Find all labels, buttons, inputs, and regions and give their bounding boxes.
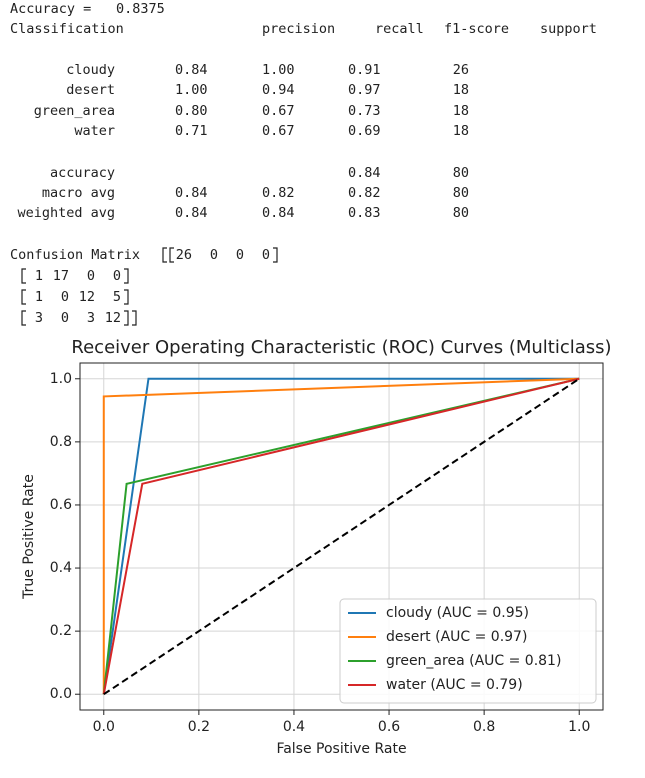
- report-cell: 0.80: [175, 103, 208, 119]
- accuracy-label: Accuracy =: [10, 1, 91, 17]
- confusion-cell: 17: [53, 268, 69, 284]
- bracket: [124, 310, 129, 326]
- legend-label: water (AUC = 0.79): [386, 677, 523, 693]
- x-tick-label: 0.4: [283, 719, 305, 735]
- report-cell: 0.97: [348, 82, 381, 98]
- report-row-label: macro avg: [42, 185, 115, 201]
- confusion-label: Confusion Matrix: [10, 247, 140, 263]
- report-cell: 0.84: [175, 205, 208, 221]
- report-cell: 0.82: [262, 185, 295, 201]
- bracket: [21, 310, 26, 326]
- report-column-header: f1-score: [444, 21, 509, 37]
- report-cell: 0.71: [175, 123, 208, 139]
- report-cell: 1.00: [175, 82, 208, 98]
- report-cell: 0.84: [348, 165, 381, 181]
- y-axis-label: True Positive Rate: [21, 474, 37, 600]
- roc-curve: [102, 377, 580, 695]
- confusion-cell: 1: [35, 268, 43, 284]
- report-cell: 0.94: [262, 82, 295, 98]
- report-column-header: precision: [262, 21, 335, 37]
- report-cell: 80: [453, 205, 469, 221]
- legend-label: desert (AUC = 0.97): [386, 629, 527, 645]
- report-column-header: support: [540, 21, 597, 37]
- bracket: [132, 310, 137, 326]
- report-row-label: desert: [66, 82, 115, 98]
- report-cell: 0.91: [348, 62, 381, 78]
- report-row-label: accuracy: [50, 165, 115, 181]
- report-cell: 0.83: [348, 205, 381, 221]
- x-tick-label: 0.0: [93, 719, 115, 735]
- legend-label: green_area (AUC = 0.81): [386, 653, 561, 669]
- confusion-cell: 3: [35, 310, 43, 326]
- accuracy-value: 0.8375: [116, 1, 165, 17]
- report-row-label: cloudy: [66, 62, 115, 78]
- y-tick-label: 0.8: [50, 434, 72, 450]
- confusion-cell: 0: [87, 268, 95, 284]
- report-cell: 0.82: [348, 185, 381, 201]
- y-tick-label: 0.2: [50, 623, 72, 639]
- roc-curve: [102, 377, 580, 695]
- report-cell: 0.73: [348, 103, 381, 119]
- bracket: [21, 268, 26, 284]
- report-cell: 0.84: [262, 205, 295, 221]
- report-title: Classification: [10, 21, 124, 37]
- legend-label: cloudy (AUC = 0.95): [386, 605, 529, 621]
- report-cell: 26: [453, 62, 469, 78]
- report-cell: 1.00: [262, 62, 295, 78]
- confusion-cell: 3: [87, 310, 95, 326]
- bracket: [162, 247, 167, 263]
- chart: Receiver Operating Characteristic (ROC) …: [21, 337, 612, 757]
- bracket: [273, 247, 278, 263]
- x-axis-label: False Positive Rate: [276, 741, 406, 757]
- confusion-cell: 0: [210, 247, 218, 263]
- report-row-label: green_area: [34, 103, 115, 119]
- reference-line: [103, 377, 580, 696]
- report-cell: 0.84: [175, 62, 208, 78]
- bracket: [169, 247, 174, 263]
- report-row-label: water: [74, 123, 115, 139]
- confusion-cell: 1: [35, 289, 43, 305]
- report-cell: 0.69: [348, 123, 381, 139]
- axes-frame: [79, 362, 604, 711]
- x-tick-label: 0.8: [473, 719, 495, 735]
- report-row-label: weighted avg: [17, 205, 115, 221]
- x-tick-label: 0.6: [378, 719, 400, 735]
- report-cell: 80: [453, 165, 469, 181]
- confusion-cell: 12: [105, 310, 121, 326]
- y-tick-label: 0.0: [50, 686, 72, 702]
- legend-box: [339, 598, 597, 704]
- report-cell: 18: [453, 82, 469, 98]
- confusion-cell: 12: [79, 289, 95, 305]
- bracket: [124, 289, 129, 305]
- report-cell: 0.67: [262, 123, 295, 139]
- confusion-cell: 0: [61, 289, 69, 305]
- confusion-cell: 5: [113, 289, 121, 305]
- report-cell: 18: [453, 103, 469, 119]
- y-tick-label: 0.6: [50, 497, 72, 513]
- confusion-cell: 0: [61, 310, 69, 326]
- bracket: [124, 268, 129, 284]
- report-cell: 80: [453, 185, 469, 201]
- chart-title: Receiver Operating Characteristic (ROC) …: [71, 337, 611, 358]
- bracket: [21, 289, 26, 305]
- confusion-cell: 0: [262, 247, 270, 263]
- y-tick-label: 1.0: [50, 371, 72, 387]
- report-cell: 0.67: [262, 103, 295, 119]
- x-tick-label: 0.2: [188, 719, 210, 735]
- roc-curve: [102, 377, 580, 695]
- confusion-cell: 0: [113, 268, 121, 284]
- report-cell: 18: [453, 123, 469, 139]
- confusion-cell: 0: [236, 247, 244, 263]
- y-tick-label: 0.4: [50, 560, 72, 576]
- x-tick-label: 1.0: [568, 719, 590, 735]
- roc-curve: [102, 377, 580, 695]
- report-column-header: recall: [375, 21, 424, 37]
- report-cell: 0.84: [175, 185, 208, 201]
- confusion-cell: 26: [176, 247, 192, 263]
